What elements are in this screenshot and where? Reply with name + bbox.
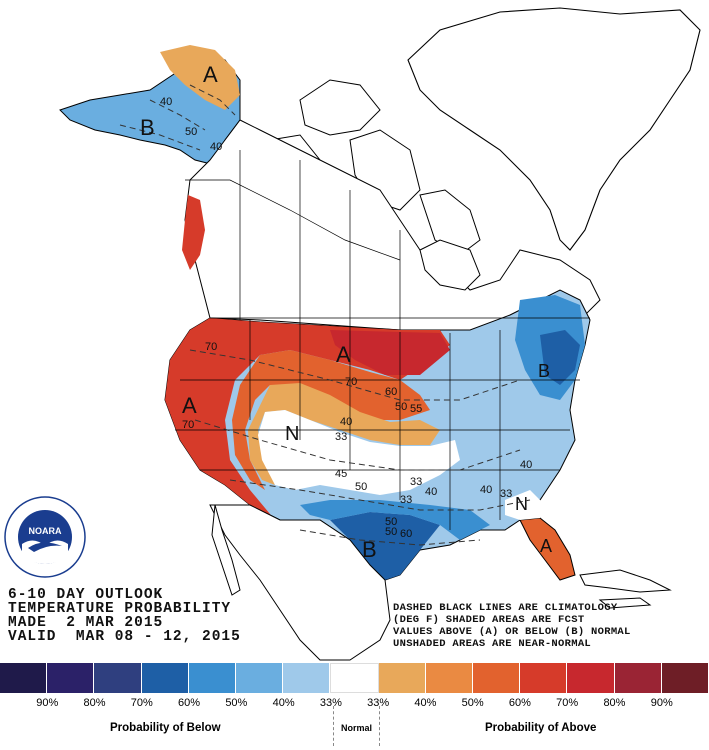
legend-tick-label: 60% — [508, 697, 531, 709]
below-caption: Probability of Below — [110, 722, 221, 734]
product-line-4: VALID MAR 08 - 12, 2015 — [8, 629, 241, 645]
noaa-logo: NOARA — [4, 496, 86, 578]
legend-swatch — [520, 663, 568, 693]
contour-value-label: 40 — [160, 96, 172, 108]
legend-tick-label: 80% — [603, 697, 626, 709]
central-above-light-region — [248, 383, 440, 485]
label-southeast-normal: N — [515, 494, 528, 514]
product-line-1: 6-10 DAY OUTLOOK — [8, 587, 164, 603]
contour-value-label: 60 — [385, 386, 397, 398]
normal-region — [258, 410, 460, 495]
legend-color-bar — [0, 663, 709, 693]
note-line-2: (DEG F) SHADED AREAS ARE FCST — [393, 614, 585, 626]
legend-tick-label: 50% — [461, 697, 484, 709]
bc-coast-above — [182, 195, 205, 270]
contour-value-label: 40 — [480, 484, 492, 496]
alaska-above-region — [160, 45, 240, 110]
legend-ticks: 90% 80% 70% 60% 50% 40% 33% 33% 40% 50% 60% 70% 80% 9… — [0, 697, 709, 711]
caribbean-islands — [579, 569, 672, 609]
legend-swatch — [141, 663, 189, 693]
legend-tick-label: 33% — [319, 697, 342, 709]
legend-swatch — [236, 663, 284, 693]
political-borders — [175, 150, 590, 530]
legend-swatch — [330, 663, 379, 693]
legend-tick-label: 33% — [367, 697, 390, 709]
product-title-block: 6-10 DAY OUTLOOK TEMPERATURE PROBABILITY… — [8, 587, 241, 645]
label-texas-below: B — [362, 537, 377, 562]
contour-value-label: 33 — [410, 476, 422, 488]
contour-value-label: 60 — [400, 528, 412, 540]
contour-value-label: 50 — [385, 516, 397, 528]
contour-value-label: 40 — [340, 416, 352, 428]
contour-value-label: 40 — [520, 459, 532, 471]
baja-outline — [211, 504, 241, 596]
legend-tick-label: 60% — [178, 697, 201, 709]
legend-separator-right — [379, 706, 381, 746]
legend-swatch — [614, 663, 662, 693]
texas-below-region — [330, 512, 440, 580]
legend-swatch — [425, 663, 474, 693]
note-line-1: DASHED BLACK LINES ARE CLIMATOLOGY — [393, 602, 618, 614]
legend-swatch — [47, 663, 95, 693]
northeast-below-region — [540, 330, 580, 385]
arctic-islands — [269, 79, 481, 256]
legend-separator-left — [333, 706, 335, 746]
hudson-bay — [419, 239, 481, 291]
legend-tick-label: 40% — [414, 697, 437, 709]
legend-swatch — [378, 663, 426, 693]
mexico-outline — [209, 504, 391, 661]
contour-value-label: 40 — [425, 486, 437, 498]
contour-value-label: 70 — [345, 376, 357, 388]
contour-value-label: 33 — [500, 488, 512, 500]
note-line-3: VALUES ABOVE (A) OR BELOW (B) NORMAL — [393, 626, 631, 638]
contour-value-label: 50 — [185, 126, 197, 138]
label-alaska-below: B — [140, 115, 155, 140]
normal-caption: Normal — [341, 723, 373, 733]
florida-above-region — [519, 517, 576, 581]
climatology-lines — [119, 84, 531, 546]
contour-value-label: 50 — [395, 401, 407, 413]
legend-tick-label: 90% — [36, 697, 59, 709]
above-caption: Probability of Above — [485, 722, 597, 734]
label-alaska-above: A — [203, 62, 218, 87]
legend-swatch — [661, 663, 709, 693]
contour-value-label: 50 — [385, 526, 397, 538]
contour-value-label: 50 — [355, 481, 367, 493]
product-line-2: TEMPERATURE PROBABILITY — [8, 601, 232, 617]
contour-value-label: 55 — [410, 403, 422, 415]
greenland-outline — [407, 7, 701, 251]
label-east-below: B — [538, 361, 550, 381]
legend-tick-label: 50% — [225, 697, 248, 709]
contour-value-label: 70 — [205, 341, 217, 353]
contour-value-label: 33 — [400, 494, 412, 506]
noaa-logo-text: NOARA — [29, 526, 62, 536]
legend-tick-label: 70% — [556, 697, 579, 709]
legend-swatch — [188, 663, 237, 693]
legend-tick-label: 70% — [130, 697, 153, 709]
legend-swatch — [0, 663, 48, 693]
label-florida-above: A — [540, 536, 552, 556]
label-west-above: A — [182, 393, 197, 418]
label-plains-above: A — [336, 342, 351, 367]
product-line-3: MADE 2 MAR 2015 — [8, 615, 164, 631]
legend-swatch — [473, 663, 521, 693]
plains-above-region — [330, 330, 450, 375]
legend-tick-label: 90% — [650, 697, 673, 709]
contour-value-label: 45 — [335, 468, 347, 480]
contour-value-label: 40 — [210, 141, 222, 153]
legend-swatch — [283, 663, 331, 693]
legend-tick-label: 80% — [83, 697, 106, 709]
contour-value-label: 33 — [335, 431, 347, 443]
label-central-normal: N — [285, 423, 299, 445]
note-line-4: UNSHADED AREAS ARE NEAR-NORMAL — [393, 638, 592, 650]
southeast-normal-region — [505, 490, 545, 520]
notes-block: DASHED BLACK LINES ARE CLIMATOLOGY (DEG … — [393, 602, 631, 650]
legend-swatch — [567, 663, 615, 693]
legend-swatch — [94, 663, 142, 693]
legend-tick-label: 40% — [272, 697, 295, 709]
contour-value-label: 70 — [182, 419, 194, 431]
